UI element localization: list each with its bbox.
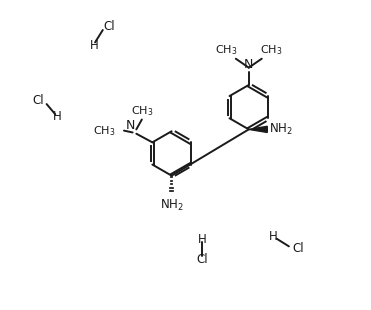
Text: CH$_3$: CH$_3$	[93, 124, 115, 138]
Text: H: H	[198, 233, 207, 246]
Text: NH$_2$: NH$_2$	[160, 198, 184, 213]
Text: H: H	[90, 39, 99, 52]
Polygon shape	[249, 126, 267, 132]
Text: Cl: Cl	[33, 95, 44, 108]
Text: CH$_3$: CH$_3$	[215, 43, 238, 57]
Text: N: N	[126, 119, 135, 132]
Text: Cl: Cl	[104, 20, 115, 33]
Text: N: N	[244, 58, 253, 71]
Text: H: H	[53, 110, 62, 123]
Text: CH$_3$: CH$_3$	[260, 43, 282, 57]
Text: H: H	[269, 230, 278, 243]
Text: CH$_3$: CH$_3$	[131, 104, 153, 118]
Text: Cl: Cl	[292, 242, 303, 255]
Text: NH$_2$: NH$_2$	[269, 122, 293, 137]
Text: Cl: Cl	[197, 253, 208, 266]
